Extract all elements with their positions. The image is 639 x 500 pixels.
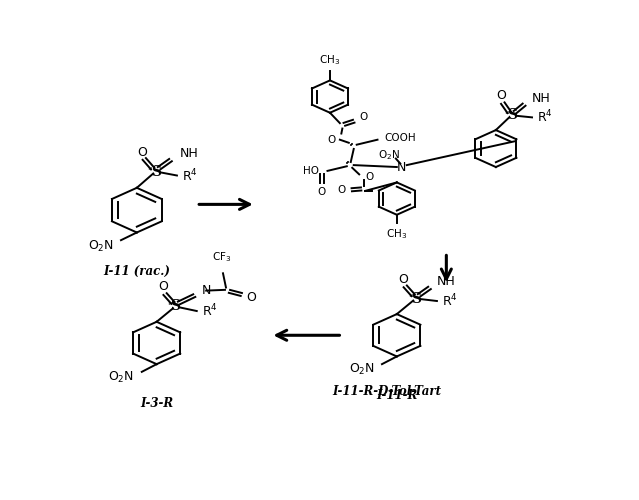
Text: O: O [318,186,326,196]
Text: NH: NH [437,276,456,288]
Text: I-11-R-D-Tol-Tart: I-11-R-D-Tol-Tart [332,386,442,398]
Text: O: O [359,112,367,122]
Text: O$_2$N: O$_2$N [109,370,134,385]
Text: HO: HO [303,166,319,176]
Text: ": " [167,301,172,311]
Text: ": " [408,294,412,304]
Text: O: O [398,272,408,285]
Text: O: O [246,292,256,304]
Text: ": " [147,166,151,176]
Text: COOH: COOH [385,133,416,143]
Text: •: • [349,143,353,149]
Text: O$_2$N: O$_2$N [378,148,401,162]
Text: O$_2$N: O$_2$N [88,238,114,254]
Text: R$^4$: R$^4$ [182,167,197,184]
Text: O: O [158,280,168,293]
Text: R$^4$: R$^4$ [442,292,458,310]
Text: •: • [346,160,350,166]
Text: I-3-R: I-3-R [140,397,173,410]
Text: S: S [151,164,160,178]
Text: O: O [137,146,147,159]
Text: NH: NH [532,92,550,106]
Text: R$^4$: R$^4$ [202,302,217,320]
Text: S: S [171,300,180,314]
Text: O: O [365,172,373,181]
Text: S: S [411,292,420,306]
Text: O: O [328,134,336,144]
Text: I-11 (rac.): I-11 (rac.) [104,265,170,278]
Text: I-11-R: I-11-R [376,389,417,402]
Text: O$_2$N: O$_2$N [348,362,374,378]
Text: NH: NH [180,146,198,160]
Text: •: • [345,162,349,168]
Text: N: N [202,284,211,296]
Text: S: S [507,108,517,122]
Text: N: N [397,160,406,173]
Text: •: • [350,142,354,148]
Text: CF$_3$: CF$_3$ [212,250,231,264]
Text: R$^4$: R$^4$ [537,109,553,126]
Text: CH$_3$: CH$_3$ [386,227,408,241]
Text: O: O [337,184,345,194]
Text: O: O [496,90,505,102]
Text: ": " [504,110,509,120]
Text: CH$_3$: CH$_3$ [320,53,341,67]
